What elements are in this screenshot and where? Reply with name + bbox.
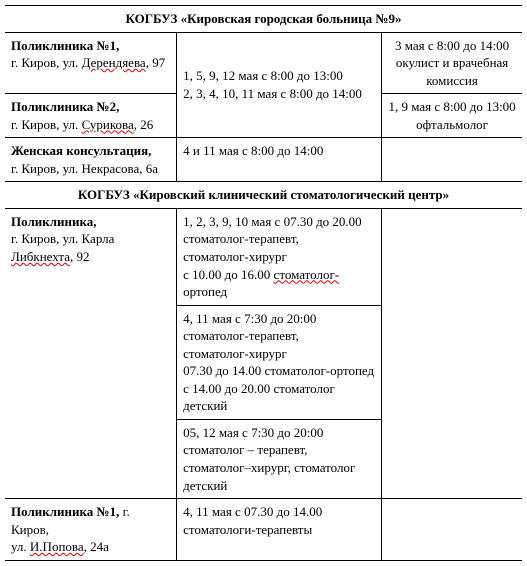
schedule-line: с 14.00 до 20.00 стоматолог детский [183,381,335,414]
schedule-cell: 4, 11 мая с 7:30 до 20:00 стоматолог-тер… [177,305,382,419]
facility-cell: Поликлиника, г. Киров, ул. Карла Либкнех… [5,208,177,498]
section2-header: КОГБУЗ «Кировский клинический стоматолог… [5,182,522,209]
facility-name: Поликлиника, [11,214,97,229]
facility-cell: Поликлиника №1, г. Киров, ул. И.Попова, … [5,499,177,561]
addr-underlined: Либкнехта [11,249,70,264]
note-cell: 1, 9 мая с 8:00 до 13:00 офтальмолог [382,94,522,138]
facility-addr: г. Киров, ул. Некрасова, 6а [11,161,158,176]
facility-cell: Поликлиника №2, г. Киров, ул. Сурикова, … [5,94,177,138]
facility-name: Поликлиника №2, [11,99,119,114]
addr-suffix: , 92 [70,249,90,264]
schedule-line: стоматолог-терапевт, [183,328,299,343]
note-cell: 3 мая с 8:00 до 14:00 окулист и врачебна… [382,32,522,94]
schedule-line: 4, 11 мая с 7:30 до 20:00 [183,311,316,326]
schedule-table: КОГБУЗ «Кировская городская больница №9»… [5,5,522,561]
schedule-line: стоматолог–хирург, стоматолог детский [183,460,355,493]
schedule-cell: 4 и 11 мая с 8:00 до 14:00 [177,138,382,182]
schedule-cell: 05, 12 мая с 7:30 до 20:00 стоматолог – … [177,419,382,498]
table-row: Женская консультация, г. Киров, ул. Некр… [5,138,522,182]
schedule-line: стоматологи-терапевты [183,522,312,537]
schedule-line: стоматолог-хирург [183,249,287,264]
addr-prefix: ул. [11,539,30,554]
schedule-cell: 1, 2, 3, 9, 10 мая с 07.30 до 20.00 стом… [177,208,382,305]
table-row: Поликлиника, г. Киров, ул. Карла Либкнех… [5,208,522,305]
addr-prefix: г. Киров, ул. [11,117,82,132]
schedule-line: 1, 2, 3, 9, 10 мая с 07.30 до 20.00 [183,214,362,229]
schedule-line-pre: с 10.00 до 16.00 [183,267,273,282]
schedule-cell: 4, 11 мая с 07.30 до 14.00 стоматологи-т… [177,499,382,561]
facility-cell: Женская консультация, г. Киров, ул. Некр… [5,138,177,182]
note-line: окулист и врачебная комиссия [396,55,508,88]
addr-prefix: г. Киров, ул. [11,55,82,70]
addr-underlined: И.Попова [30,539,84,554]
schedule-line: стоматолог-хирург [183,346,287,361]
note-line: офтальмолог [416,117,488,132]
note-cell [382,499,522,561]
note-cell [382,208,522,498]
schedule-line: 07.30 до 14.00 стоматолог-ортопед [183,363,374,378]
facility-name: Поликлиника №1, [11,504,119,519]
addr-suffix: , 24а [84,539,109,554]
addr-suffix: , 97 [146,55,166,70]
schedule-cell: 1, 5, 9, 12 мая с 8:00 до 13:00 2, 3, 4,… [177,32,382,138]
schedule-line: стоматолог – терапевт, [183,442,307,457]
addr-prefix: г. Киров, ул. Карла [11,231,114,246]
schedule-line: 2, 3, 4, 10, 11 мая с 8:00 до 14:00 [183,86,362,101]
schedule-line: 1, 5, 9, 12 мая с 8:00 до 13:00 [183,68,343,83]
note-line: 1, 9 мая с 8:00 до 13:00 [388,99,515,114]
schedule-line: 4 и 11 мая с 8:00 до 14:00 [183,143,323,158]
schedule-line: 05, 12 мая с 7:30 до 20:00 [183,425,323,440]
addr-suffix: , 26 [134,117,154,132]
addr-underlined: Сурикова [82,117,134,132]
section1-header: КОГБУЗ «Кировская городская больница №9» [5,6,522,33]
facility-name: Поликлиника №1, [11,38,119,53]
addr-underlined: Дерендяева [82,55,146,70]
facility-cell: Поликлиника №1, г. Киров, ул. Дерендяева… [5,32,177,94]
schedule-line: ортопед [183,284,227,299]
table-row: Поликлиника №1, г. Киров, ул. И.Попова, … [5,499,522,561]
schedule-line-u: стоматолог- [274,267,340,282]
note-line: 3 мая с 8:00 до 14:00 [395,38,509,53]
table-row: Поликлиника №1, г. Киров, ул. Дерендяева… [5,32,522,94]
facility-name: Женская консультация, [11,143,151,158]
schedule-line: стоматолог-терапевт, [183,231,299,246]
note-cell [382,138,522,182]
schedule-line: 4, 11 мая с 07.30 до 14.00 [183,504,322,519]
